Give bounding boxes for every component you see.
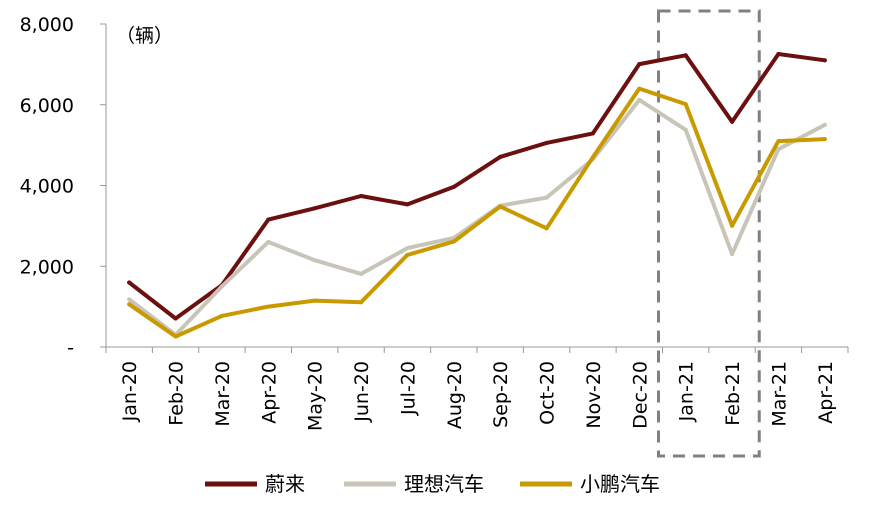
legend-label: 蔚来 (265, 472, 305, 496)
y-tick-label: 8,000 (20, 14, 74, 36)
x-tick-label: Jun-20 (351, 361, 373, 423)
data-point (451, 239, 456, 244)
data-point (730, 119, 735, 124)
y-tick-label: 4,000 (20, 176, 74, 198)
y-tick-label: 2,000 (20, 256, 74, 278)
data-point (219, 313, 224, 318)
x-tick-label: May-20 (305, 361, 327, 431)
series-line (127, 52, 827, 321)
data-point (683, 102, 688, 107)
data-point (776, 147, 781, 152)
x-tick-label: Jan-20 (119, 361, 141, 422)
data-point (683, 53, 688, 58)
data-point (730, 223, 735, 228)
x-tick-label: Oct-20 (537, 361, 559, 425)
data-point (730, 252, 735, 257)
legend-item: 理想汽车 (344, 472, 484, 496)
data-point (590, 131, 595, 136)
data-point (544, 140, 549, 145)
data-point (266, 240, 271, 244)
data-point (405, 246, 410, 251)
series-lines (127, 52, 827, 339)
data-point (359, 300, 364, 305)
data-point (776, 139, 781, 144)
unit-label: （辆） (116, 25, 173, 47)
data-point (173, 334, 178, 339)
x-tick-label: Feb-20 (166, 361, 188, 426)
data-point (822, 122, 827, 127)
series-line (127, 97, 827, 337)
x-tick-label: Aug-20 (444, 361, 466, 429)
series-1 (127, 52, 827, 321)
legend-item: 蔚来 (205, 472, 305, 496)
x-tick-label: Sep-20 (490, 361, 512, 428)
data-point (822, 137, 827, 142)
data-point (405, 202, 410, 207)
data-point (266, 217, 271, 222)
x-axis-ticks: Jan-20 Feb-20 Mar-20 Apr-20 May-20 Jun-20 Jul-… (105, 347, 849, 431)
highlight-box (657, 9, 761, 458)
x-tick-label: Apr-21 (815, 361, 837, 424)
y-tick-label: - (67, 337, 74, 359)
data-point (637, 86, 642, 91)
x-tick-label: Apr-20 (258, 361, 280, 424)
data-point (451, 184, 456, 189)
x-tick-label: Dec-20 (629, 361, 651, 429)
x-tick-label: Mar-21 (768, 361, 790, 427)
data-point (683, 127, 688, 132)
series-2 (127, 97, 827, 337)
data-point (776, 52, 781, 56)
data-point (266, 304, 271, 309)
x-tick-label: Jan-21 (676, 361, 698, 422)
legend-item: 小鹏汽车 (520, 472, 660, 496)
data-point (173, 316, 178, 321)
data-point (312, 206, 317, 211)
legend-label: 小鹏汽车 (580, 472, 660, 496)
data-point (219, 284, 224, 289)
data-point (590, 155, 595, 160)
data-point (127, 297, 132, 302)
series-3 (127, 86, 827, 339)
data-point (312, 298, 317, 303)
x-tick-label: Mar-20 (212, 361, 234, 427)
series-line (127, 86, 827, 339)
y-tick-label: 6,000 (20, 95, 74, 117)
data-point (312, 258, 317, 263)
x-tick-label: Feb-21 (722, 361, 744, 426)
x-tick-label: Jul-20 (397, 361, 419, 416)
data-point (544, 195, 549, 200)
data-point (359, 271, 364, 276)
data-point (822, 58, 827, 63)
y-axis-ticks: - 2,000 4,000 6,000 8,000 (20, 14, 106, 359)
data-point (637, 97, 642, 102)
data-point (498, 154, 503, 159)
data-point (637, 62, 642, 67)
data-point (127, 280, 132, 285)
legend: 蔚来 理想汽车 小鹏汽车 (205, 472, 660, 496)
data-point (405, 252, 410, 257)
data-point (498, 204, 503, 209)
x-tick-label: Nov-20 (583, 361, 605, 429)
data-point (544, 226, 549, 231)
data-point (359, 194, 364, 198)
legend-label: 理想汽车 (404, 472, 484, 496)
data-point (127, 302, 132, 307)
